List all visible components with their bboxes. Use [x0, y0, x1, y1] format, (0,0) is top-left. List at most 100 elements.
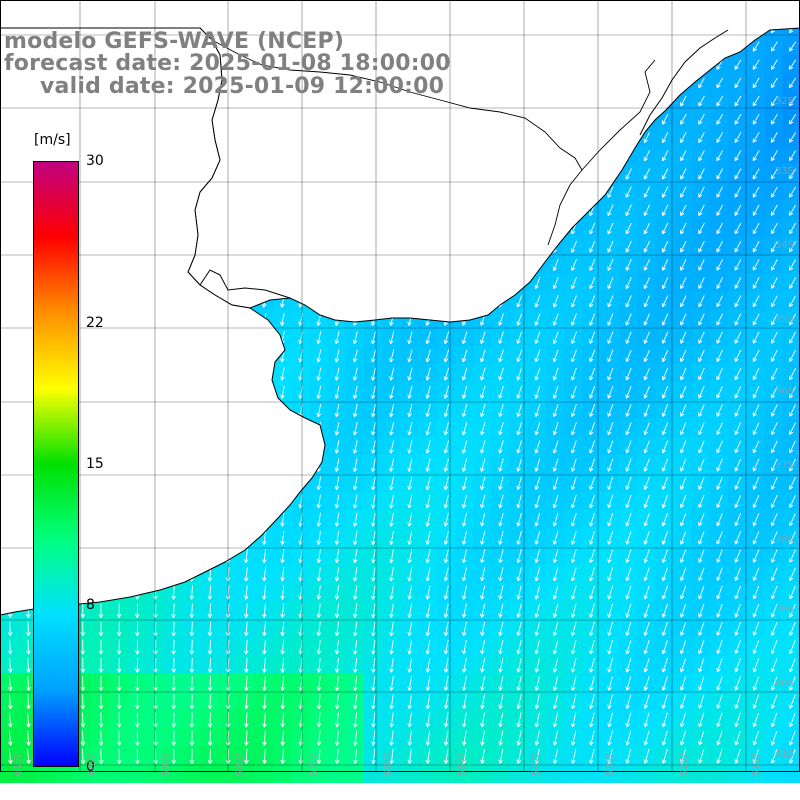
- wind-speed-cell: [418, 364, 438, 383]
- wind-speed-cell: [782, 127, 800, 147]
- wind-speed-cell: [382, 418, 401, 438]
- wind-speed-cell: [400, 618, 420, 638]
- longitude-label: 52W: [679, 753, 690, 776]
- wind-speed-cell: [546, 418, 565, 438]
- wind-speed-cell: [291, 509, 310, 529]
- wind-speed-cell: [582, 382, 602, 401]
- wind-speed-cell: [764, 673, 784, 693]
- wind-speed-cell: [491, 491, 511, 511]
- wind-speed-cell: [236, 691, 256, 711]
- wind-speed-cell: [691, 546, 711, 565]
- wind-speed-cell: [109, 655, 128, 674]
- wind-speed-cell: [691, 618, 711, 638]
- wind-speed-cell: [655, 236, 674, 256]
- wind-speed-cell: [782, 546, 800, 565]
- wind-speed-cell: [728, 637, 747, 656]
- wind-speed-cell: [655, 273, 674, 292]
- wind-speed-cell: [782, 254, 800, 274]
- wind-speed-cell: [291, 364, 310, 383]
- wind-speed-cell: [382, 582, 401, 602]
- wind-speed-cell: [309, 673, 329, 693]
- wind-speed-cell: [582, 418, 602, 438]
- wind-speed-cell: [728, 546, 747, 565]
- wind-speed-cell: [600, 218, 620, 238]
- wind-speed-cell: [200, 600, 219, 620]
- wind-speed-cell: [709, 473, 729, 492]
- wind-speed-cell: [109, 600, 128, 620]
- wind-speed-cell: [546, 509, 565, 529]
- wind-speed-cell: [618, 564, 638, 583]
- wind-speed-cell: [618, 200, 638, 219]
- wind-speed-cell: [728, 218, 747, 238]
- wind-speed-cell: [418, 655, 438, 674]
- wind-speed-cell: [91, 618, 110, 638]
- wind-speed-cell: [273, 582, 292, 602]
- wind-speed-cell: [182, 637, 201, 656]
- wind-speed-cell: [655, 564, 674, 583]
- wind-speed-cell: [728, 455, 747, 474]
- wind-speed-cell: [746, 145, 765, 165]
- wind-speed-cell: [509, 491, 529, 511]
- wind-speed-cell: [600, 546, 620, 565]
- colorbar-tick-label: 15: [86, 456, 104, 472]
- wind-speed-cell: [691, 109, 711, 128]
- wind-speed-cell: [691, 673, 711, 693]
- wind-speed-cell: [418, 618, 438, 638]
- wind-speed-cell: [509, 309, 529, 329]
- wind-speed-cell: [127, 655, 147, 674]
- wind-speed-cell: [728, 473, 747, 492]
- wind-speed-cell: [673, 109, 693, 128]
- colorbar-tick-label: 8: [86, 597, 95, 614]
- wind-speed-cell: [345, 382, 365, 401]
- wind-speed-cell: [709, 582, 729, 602]
- wind-speed-cell: [637, 200, 656, 219]
- wind-speed-cell: [655, 200, 674, 219]
- wind-speed-cell: [600, 564, 620, 583]
- wind-speed-cell: [673, 291, 693, 310]
- wind-speed-cell: [746, 236, 765, 256]
- wind-speed-cell: [163, 600, 183, 620]
- wind-speed-cell: [655, 473, 674, 492]
- wind-speed-cell: [400, 582, 420, 602]
- wind-speed-cell: [527, 491, 547, 511]
- latitude-label: 40S: [774, 678, 794, 689]
- wind-speed-cell: [691, 273, 711, 292]
- wind-speed-cell: [746, 655, 765, 674]
- wind-speed-cell: [637, 582, 656, 602]
- wind-speed-cell: [36, 764, 56, 784]
- wind-speed-cell: [746, 546, 765, 565]
- wind-speed-cell: [345, 655, 365, 674]
- wind-speed-cell: [527, 546, 547, 565]
- wind-speed-cell: [600, 327, 620, 347]
- wind-speed-cell: [400, 400, 420, 420]
- wind-speed-cell: [782, 109, 800, 128]
- wind-speed-cell: [582, 291, 602, 310]
- wind-speed-cell: [728, 345, 747, 365]
- wind-speed-cell: [782, 764, 800, 784]
- wind-speed-cell: [655, 455, 674, 474]
- wind-speed-cell: [236, 582, 256, 602]
- wind-speed-cell: [600, 254, 620, 274]
- wind-speed-cell: [728, 509, 747, 529]
- wind-speed-cell: [782, 345, 800, 365]
- wind-speed-cell: [309, 527, 329, 547]
- wind-speed-cell: [782, 673, 800, 693]
- wind-speed-cell: [655, 655, 674, 674]
- wind-speed-cell: [764, 200, 784, 219]
- wind-speed-cell: [782, 54, 800, 74]
- wind-speed-cell: [655, 509, 674, 529]
- wind-speed-cell: [582, 637, 602, 656]
- wind-speed-cell: [746, 254, 765, 274]
- wind-speed-cell: [327, 546, 347, 565]
- wind-speed-cell: [436, 473, 456, 492]
- wind-speed-cell: [673, 382, 693, 401]
- wind-speed-cell: [254, 637, 274, 656]
- wind-speed-cell: [546, 655, 565, 674]
- wind-speed-cell: [709, 345, 729, 365]
- wind-speed-cell: [782, 400, 800, 420]
- wind-speed-cell: [746, 527, 765, 547]
- wind-speed-cell: [382, 546, 401, 565]
- wind-speed-cell: [364, 364, 383, 383]
- wind-speed-cell: [728, 54, 747, 74]
- wind-speed-cell: [637, 527, 656, 547]
